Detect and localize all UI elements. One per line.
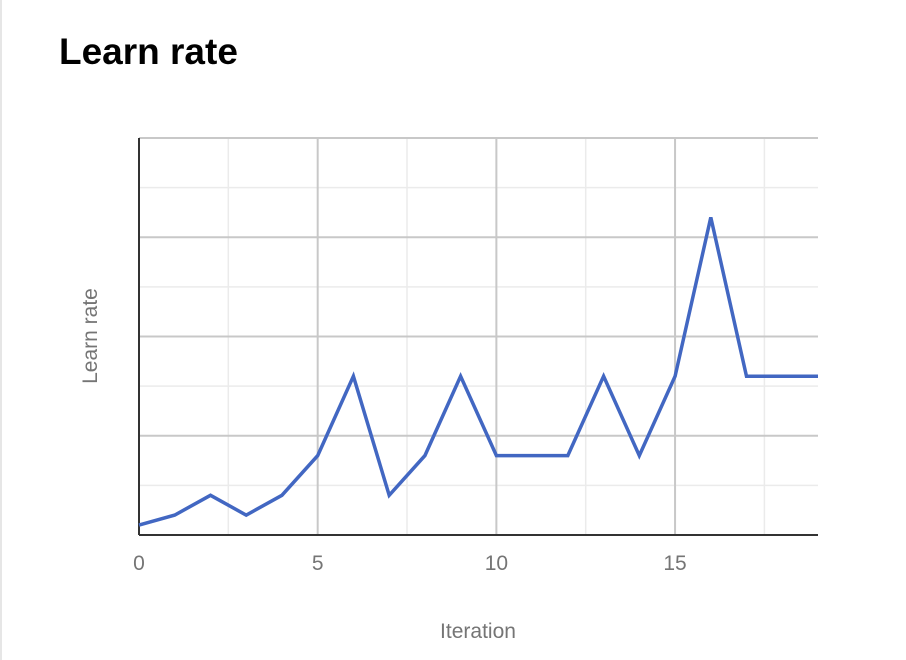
x-tick-label: 10 xyxy=(485,552,508,575)
x-tick-label: 15 xyxy=(663,552,686,575)
chart-series xyxy=(138,217,818,527)
y-axis-label: Learn rate xyxy=(79,288,102,384)
x-axis-label: Iteration xyxy=(440,620,516,643)
x-tick-labels: 0 5 10 15 xyxy=(133,552,687,575)
grid-major-lines xyxy=(139,137,818,535)
series-line xyxy=(138,217,818,527)
chart-axes xyxy=(138,138,818,536)
x-tick-label: 5 xyxy=(312,552,324,575)
x-tick-label: 0 xyxy=(133,552,145,575)
card-title: Learn rate xyxy=(59,31,238,72)
